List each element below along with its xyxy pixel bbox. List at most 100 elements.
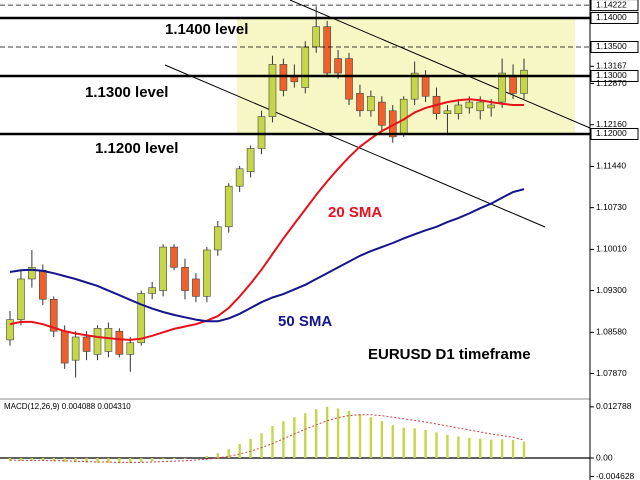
candle-body — [213, 226, 222, 251]
candle-body — [323, 26, 331, 74]
y-tick-label: 0.00 — [596, 452, 613, 462]
candle-body — [279, 64, 288, 91]
macd-bar — [216, 453, 219, 458]
macd-bar — [282, 421, 285, 458]
macd-bar — [271, 426, 274, 458]
macd-bar — [347, 410, 351, 458]
candle-body — [170, 246, 178, 268]
y-tick-label: 1.12160 — [596, 119, 627, 129]
y-tick-label: 1.13000 — [596, 70, 627, 80]
candle-body — [356, 93, 364, 112]
candle-body — [378, 101, 386, 126]
macd-bar — [30, 458, 34, 461]
sma-line — [9, 188, 525, 323]
candle-body — [301, 46, 310, 88]
candle-body — [115, 330, 124, 355]
candle-body — [487, 104, 495, 109]
macd-bar — [293, 417, 296, 458]
annotation: 1.1300 level — [85, 84, 168, 101]
macd-bar — [522, 441, 526, 458]
candle-body — [410, 72, 419, 100]
macd-bar — [380, 421, 384, 458]
y-tick-label: 1.12870 — [596, 78, 627, 88]
candle-body — [6, 319, 14, 341]
macd-bar — [369, 417, 373, 458]
tick-box — [590, 40, 639, 53]
macd-bar — [391, 425, 394, 458]
macd-bar — [118, 458, 121, 464]
sma-label: 20 SMA — [328, 204, 382, 221]
candle-body — [520, 69, 528, 94]
macd-bar — [336, 408, 340, 458]
macd-bar — [63, 458, 66, 462]
candle-body — [509, 75, 517, 94]
candle-body — [498, 72, 506, 103]
macd-bar — [161, 458, 165, 460]
candle-body — [137, 293, 146, 344]
candle-body — [257, 116, 266, 149]
tick-box — [590, 127, 639, 140]
y-tick-label: 1.10010 — [596, 244, 627, 254]
macd-bar — [325, 406, 329, 458]
macd-bar — [479, 438, 482, 458]
macd-bar — [304, 413, 307, 458]
y-tick-label: 1.07870 — [596, 368, 627, 378]
candle-body — [71, 336, 80, 361]
y-tick-label: 1.14000 — [596, 12, 627, 22]
trend-line — [164, 64, 546, 228]
candle-body — [367, 95, 375, 112]
candle-body — [28, 267, 36, 280]
macd-bar — [172, 458, 176, 459]
macd-title: MACD(12,26,9) 0.004088 0.004310 — [4, 402, 131, 411]
candle-body — [126, 342, 135, 355]
macd-bar — [150, 458, 154, 462]
macd-bar — [107, 458, 110, 463]
macd-bar — [74, 458, 77, 463]
candle-body — [159, 246, 167, 291]
candle-body — [49, 298, 58, 332]
candle-body — [60, 330, 69, 364]
candle-body — [203, 249, 211, 297]
y-tick-label: 1.14222 — [596, 0, 627, 9]
sma-label: 50 SMA — [278, 313, 332, 330]
candle-body — [443, 110, 452, 114]
macd-bar — [457, 436, 460, 458]
y-tick-label: -0.004628 — [596, 471, 635, 480]
macd-bar — [85, 458, 88, 463]
candle-body — [224, 185, 233, 228]
candle-body — [399, 98, 408, 135]
candle-body — [39, 269, 47, 300]
candle-body — [192, 278, 200, 297]
candle-body — [421, 75, 430, 97]
macd-bar — [446, 434, 449, 458]
candle-body — [334, 58, 342, 74]
y-tick-label: 1.10730 — [596, 202, 627, 212]
annotation: 1.1400 level — [165, 21, 248, 38]
tick-box — [590, 69, 639, 82]
candle-body — [345, 58, 353, 100]
tick-box — [590, 0, 639, 12]
candle-body — [82, 336, 91, 352]
macd-bar — [424, 430, 427, 458]
macd-bar — [205, 456, 209, 458]
macd-bar — [238, 444, 241, 458]
macd-bar — [52, 458, 55, 462]
signal-line — [9, 414, 525, 463]
sma-line — [9, 98, 524, 341]
candle-body — [148, 287, 156, 294]
candle-body — [246, 148, 255, 172]
candle-body — [235, 168, 244, 187]
tick-box — [590, 11, 639, 24]
candle-body — [312, 26, 321, 48]
macd-bar — [260, 433, 263, 458]
macd-bar — [413, 428, 416, 458]
macd-bar — [511, 440, 515, 458]
y-tick-label: 1.13500 — [596, 41, 627, 51]
candle-body — [17, 278, 25, 320]
macd-bar — [41, 458, 45, 461]
y-tick-label: 1.08580 — [596, 327, 627, 337]
y-tick-label: 1.11440 — [596, 161, 626, 171]
y-tick-label: 1.13167 — [596, 61, 627, 71]
